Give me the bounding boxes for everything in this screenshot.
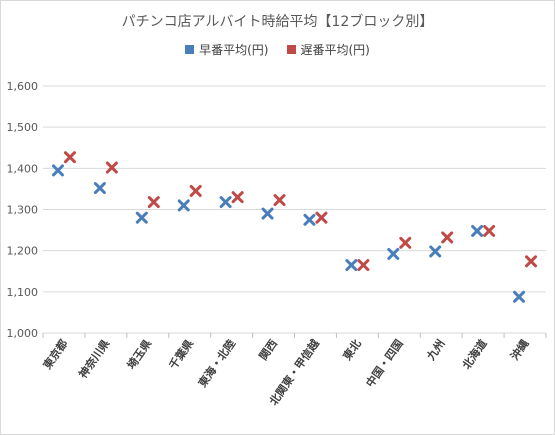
x-category-label: 東北 [340, 337, 364, 363]
late-shift-point [147, 196, 160, 209]
early-shift-point [51, 164, 64, 177]
early-shift-point [471, 224, 484, 237]
legend-item-late: 遅番平均(円) [286, 41, 370, 58]
x-category-label: 関西 [257, 337, 280, 362]
y-tick-label: 1,200 [7, 245, 39, 258]
early-shift-point [177, 199, 190, 212]
early-shift-point [93, 182, 106, 195]
early-shift-point [513, 290, 526, 303]
y-tick-label: 1,600 [7, 80, 39, 93]
early-shift-point [261, 207, 274, 220]
late-shift-point [63, 151, 76, 164]
x-category-label: 埼玉県 [124, 337, 154, 372]
late-shift-point [105, 161, 118, 174]
y-tick-label: 1,000 [7, 327, 39, 340]
legend-swatch-early [185, 45, 195, 54]
x-category-label: 九州 [423, 337, 448, 364]
legend-label-early: 早番平均(円) [199, 43, 269, 57]
y-tick-label: 1,500 [7, 121, 39, 134]
x-category-label: 中国・四国 [363, 337, 406, 390]
late-shift-point [273, 194, 286, 207]
late-shift-point [399, 236, 412, 249]
y-tick-label: 1,400 [7, 162, 39, 175]
chart-title: パチンコ店アルバイト時給平均【12ブロック別】 [121, 14, 434, 30]
x-category-label: 東京都 [40, 337, 70, 372]
late-shift-point [441, 231, 454, 244]
early-shift-point [345, 259, 358, 272]
late-shift-point [483, 224, 496, 237]
legend-label-late: 遅番平均(円) [300, 43, 370, 57]
late-shift-point [357, 259, 370, 272]
late-shift-point [231, 191, 244, 204]
x-category-label: 東海・北陸 [195, 337, 238, 390]
legend: 早番平均(円) 遅番平均(円) [1, 41, 554, 58]
legend-item-early: 早番平均(円) [185, 41, 269, 58]
late-shift-point [525, 255, 538, 268]
x-category-label: 沖縄 [507, 337, 531, 363]
late-shift-point [315, 211, 328, 224]
legend-swatch-late [286, 45, 296, 54]
x-category-label: 神奈川県 [76, 337, 113, 381]
early-shift-point [429, 245, 442, 258]
early-shift-point [387, 247, 400, 260]
early-shift-point [219, 196, 232, 209]
early-shift-point [303, 213, 316, 226]
y-tick-label: 1,300 [7, 204, 39, 217]
y-tick-label: 1,100 [7, 286, 39, 299]
early-shift-point [135, 211, 148, 224]
x-category-label: 千葉県 [166, 337, 196, 372]
x-category-label: 北海道 [459, 337, 489, 372]
late-shift-point [189, 184, 202, 197]
